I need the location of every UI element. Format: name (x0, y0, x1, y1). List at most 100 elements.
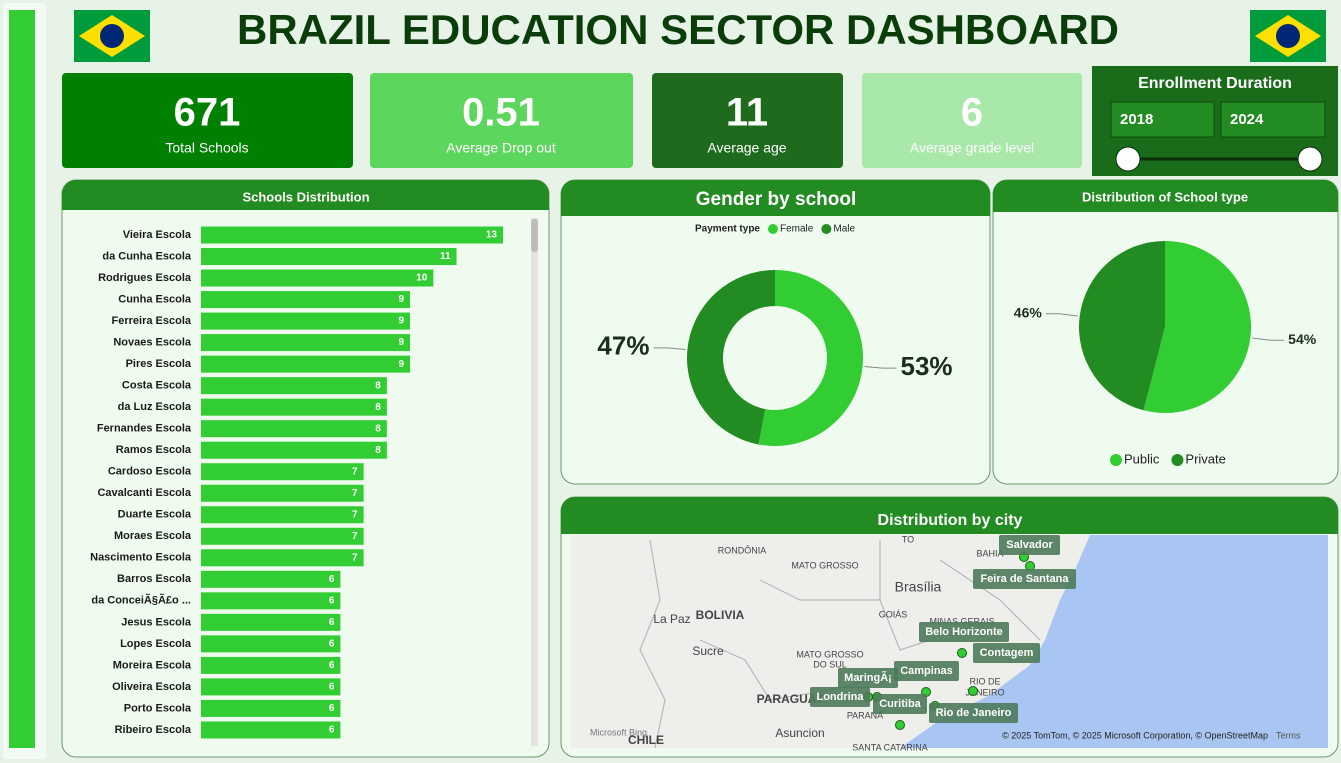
legend-entry: Public (1124, 451, 1160, 466)
bar (201, 527, 364, 545)
legend-entry: Private (1185, 451, 1225, 466)
city-label: Londrina (816, 691, 864, 703)
map-place-label: MINAS GERAIS (929, 616, 994, 626)
map-terms[interactable]: Terms (1276, 730, 1301, 740)
bar (201, 506, 364, 524)
flag (74, 10, 150, 62)
data-label: 9 (399, 294, 405, 305)
map-place-label: DO SUL (813, 659, 847, 669)
data-label: 6 (329, 660, 335, 671)
slider-handle[interactable] (1115, 146, 1141, 172)
map-place-label: PARANÁ (847, 710, 883, 720)
data-label: 46% (1014, 304, 1043, 320)
category-label: da Luz Escola (118, 401, 192, 413)
legend-entry: Female (780, 224, 814, 235)
map-point[interactable] (957, 648, 967, 658)
map-place-label: Brasília (895, 579, 942, 595)
city-label: Feira de Santana (980, 573, 1069, 585)
city-label: Contagem (980, 647, 1034, 659)
scrollbar-thumb[interactable] (531, 219, 538, 252)
bar (201, 269, 434, 287)
slicer-title: Enrollment Duration (1138, 75, 1292, 92)
flag (1250, 10, 1326, 62)
map-place-label: TO (902, 534, 914, 544)
kpi-value: 6 (961, 91, 983, 135)
data-label: 54% (1288, 331, 1317, 347)
kpi-card (862, 73, 1082, 168)
category-label: Nascimento Escola (90, 552, 192, 564)
category-label: Pires Escola (126, 358, 192, 370)
kpi-label: Average Drop out (446, 140, 556, 156)
city-label-box (999, 535, 1060, 555)
map-point[interactable] (895, 720, 905, 730)
bar (201, 226, 503, 244)
category-label: da ConceiÃ§Ã£o ... (91, 594, 191, 607)
city-label-box (838, 668, 898, 688)
category-label: da Cunha Escola (102, 250, 192, 262)
city-label: Rio de Janeiro (936, 707, 1012, 719)
data-label: 47% (597, 331, 649, 361)
bar (201, 377, 387, 395)
panel-header (561, 497, 1338, 534)
slicer-to: 2024 (1230, 111, 1264, 128)
data-label: 6 (329, 725, 335, 736)
category-label: Lopes Escola (120, 638, 192, 650)
city-label-box (973, 569, 1076, 589)
map-place-label: RONDÔNIA (718, 545, 767, 555)
bar (201, 549, 364, 567)
category-label: Ferreira Escola (112, 315, 192, 327)
data-label: 13 (486, 230, 498, 241)
data-label: 9 (399, 359, 405, 370)
data-label: 8 (375, 423, 381, 434)
bar (201, 699, 341, 717)
category-label: Ramos Escola (116, 444, 192, 456)
bar (201, 635, 341, 653)
map-place-label: Asuncion (775, 726, 824, 740)
map-place-label: BOLIVIA (696, 608, 745, 622)
panel-header (993, 180, 1338, 212)
city-label-box (973, 643, 1040, 663)
map-point[interactable] (968, 686, 978, 696)
bar (201, 463, 364, 481)
data-label: 6 (329, 617, 335, 628)
panel-title: Schools Distribution (242, 189, 369, 204)
scrollbar[interactable] (531, 218, 538, 746)
data-label: 7 (352, 488, 358, 499)
bar (201, 656, 341, 674)
data-label: 9 (399, 337, 405, 348)
bar (201, 484, 364, 502)
leader-line (1252, 337, 1285, 341)
kpi-label: Average age (707, 140, 786, 156)
data-label: 6 (329, 595, 335, 606)
slider-handle[interactable] (1297, 146, 1323, 172)
city-label-box (810, 687, 870, 707)
legend-marker (1110, 454, 1122, 466)
kpi-label: Average grade level (910, 140, 1034, 156)
category-label: Moreira Escola (113, 659, 192, 671)
data-label: 7 (352, 466, 358, 477)
leader-line (1045, 313, 1078, 317)
slicer-input[interactable] (1110, 101, 1215, 138)
category-label: Moraes Escola (114, 530, 192, 542)
slice (1143, 241, 1251, 413)
category-label: Cunha Escola (118, 293, 192, 305)
city-label: Belo Horizonte (925, 626, 1003, 638)
data-label: 8 (375, 445, 381, 456)
kpi-value: 11 (726, 91, 768, 135)
data-label: 9 (399, 316, 405, 327)
kpi-card (370, 73, 633, 168)
bar (201, 613, 341, 631)
kpi-card (62, 73, 353, 168)
category-label: Ribeiro Escola (115, 724, 192, 736)
kpi-card (652, 73, 843, 168)
map-logo: Microsoft Bing (590, 727, 647, 737)
category-label: Jesus Escola (121, 616, 192, 628)
data-label: 7 (352, 509, 358, 520)
slice (758, 270, 863, 446)
bar (201, 570, 341, 588)
leader-line (864, 365, 897, 369)
data-label: 8 (375, 380, 381, 391)
legend-entry: Male (833, 224, 855, 235)
slicer-input[interactable] (1220, 101, 1326, 138)
